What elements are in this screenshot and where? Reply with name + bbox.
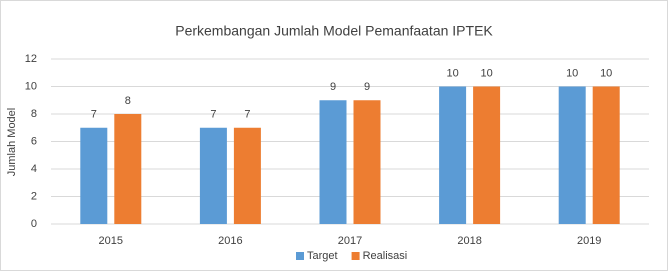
bar: [319, 100, 347, 224]
bar: [353, 100, 381, 224]
data-label: 9: [330, 81, 336, 93]
data-label: 10: [480, 67, 492, 79]
bar: [233, 127, 261, 224]
x-tick-label: 2019: [577, 235, 601, 247]
legend-label: Realisasi: [363, 250, 408, 262]
y-axis-label: Jumlah Model: [6, 108, 18, 176]
data-label: 7: [210, 109, 216, 121]
legend-label: Target: [307, 250, 338, 262]
x-tick-label: 2015: [99, 235, 123, 247]
data-label: 10: [446, 67, 458, 79]
bar: [439, 86, 467, 224]
bar: [592, 86, 620, 224]
data-label: 8: [125, 95, 131, 107]
data-label: 9: [364, 81, 370, 93]
data-label: 7: [91, 109, 97, 121]
bar: [114, 114, 142, 224]
x-tick-label: 2017: [338, 235, 362, 247]
x-tick-label: 2018: [457, 235, 481, 247]
y-tick-label: 6: [31, 135, 37, 147]
y-tick-label: 10: [25, 80, 37, 92]
bar: [199, 127, 227, 224]
chart-title: Perkembangan Jumlah Model Pemanfaatan IP…: [175, 23, 493, 39]
bar: [473, 86, 501, 224]
y-tick-label: 8: [31, 108, 37, 120]
y-tick-label: 4: [31, 163, 37, 175]
y-tick-label: 0: [31, 218, 37, 230]
legend-swatch: [351, 252, 360, 260]
bar: [80, 127, 108, 224]
y-tick-label: 2: [31, 190, 37, 202]
data-label: 7: [244, 109, 250, 121]
x-tick-label: 2016: [218, 235, 242, 247]
legend-swatch: [296, 252, 304, 260]
data-label: 10: [600, 67, 612, 79]
bar: [558, 86, 586, 224]
data-label: 10: [566, 67, 578, 79]
y-tick-label: 12: [25, 53, 37, 65]
